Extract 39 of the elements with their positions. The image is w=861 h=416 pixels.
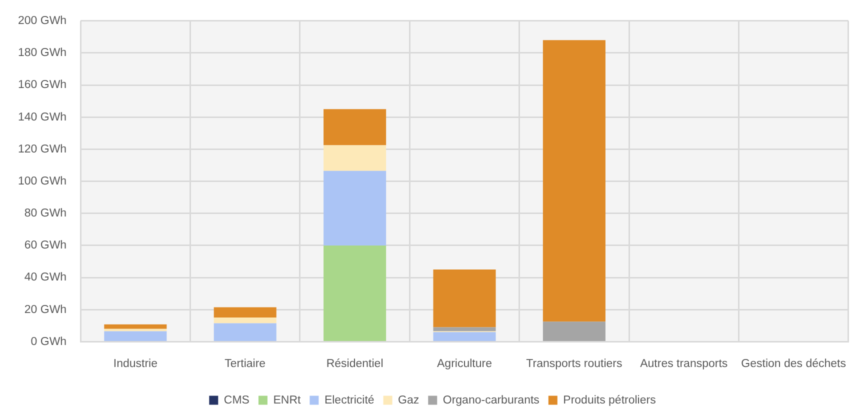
y-tick-label: 0 GWh — [30, 336, 67, 348]
legend-label: Organo-carburants — [442, 394, 540, 406]
legend-label: Electricité — [324, 394, 374, 406]
y-tick-label: 140 GWh — [18, 111, 67, 124]
x-tick-label: Transports routiers — [526, 358, 622, 370]
bar — [214, 318, 276, 324]
legend-label: CMS — [224, 394, 250, 406]
y-tick-label: 20 GWh — [24, 304, 67, 316]
bar — [433, 327, 496, 332]
bar — [542, 40, 606, 322]
x-tick-label: Résidentiel — [326, 358, 384, 370]
x-tick-label: Agriculture — [437, 358, 492, 370]
legend-label: ENRt — [273, 394, 302, 406]
bar — [324, 109, 386, 146]
y-tick-label: 60 GWh — [24, 240, 67, 252]
y-tick-label: 40 GWh — [24, 272, 67, 284]
bar — [433, 270, 496, 328]
x-tick-label: Gestion des déchets — [741, 358, 846, 370]
y-tick-label: 180 GWh — [18, 47, 67, 60]
bar — [104, 324, 167, 329]
bar — [104, 328, 167, 332]
bar — [324, 245, 386, 341]
y-tick-label: 80 GWh — [24, 208, 67, 220]
y-tick-label: 160 GWh — [18, 79, 67, 92]
y-tick-label: 120 GWh — [18, 143, 67, 156]
bar — [542, 322, 606, 341]
bar — [324, 170, 386, 246]
bar — [104, 331, 167, 341]
legend-label: Gaz — [398, 394, 420, 406]
x-tick-label: Tertiaire — [224, 358, 266, 370]
x-tick-label: Autres transports — [640, 358, 728, 370]
bar — [324, 145, 386, 171]
x-tick-label: Industrie — [113, 358, 158, 370]
legend-label: Produits pétroliers — [563, 394, 656, 406]
bar — [214, 307, 276, 318]
bar — [433, 332, 496, 341]
bar — [214, 323, 276, 341]
y-tick-label: 200 GWh — [18, 15, 67, 28]
y-tick-label: 100 GWh — [18, 175, 67, 188]
